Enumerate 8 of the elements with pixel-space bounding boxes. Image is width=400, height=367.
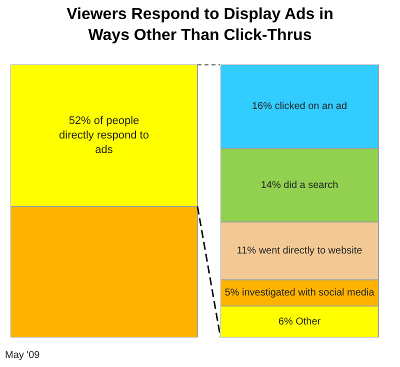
data-label: 5% investigated with social media (224, 287, 375, 298)
data-label: 6% Other (278, 316, 322, 328)
text: May '09 (5, 349, 40, 363)
data-label: 11% went directly to website (236, 245, 363, 256)
data-label: 16% clicked on an ad (252, 101, 348, 112)
chart-title: Viewers Respond to Display Ads in Ways Other Than Click-Thrus (66, 5, 334, 46)
data-label: 52% of people directly respond to ads (59, 115, 149, 156)
data-label: 14% did a search (260, 180, 338, 191)
